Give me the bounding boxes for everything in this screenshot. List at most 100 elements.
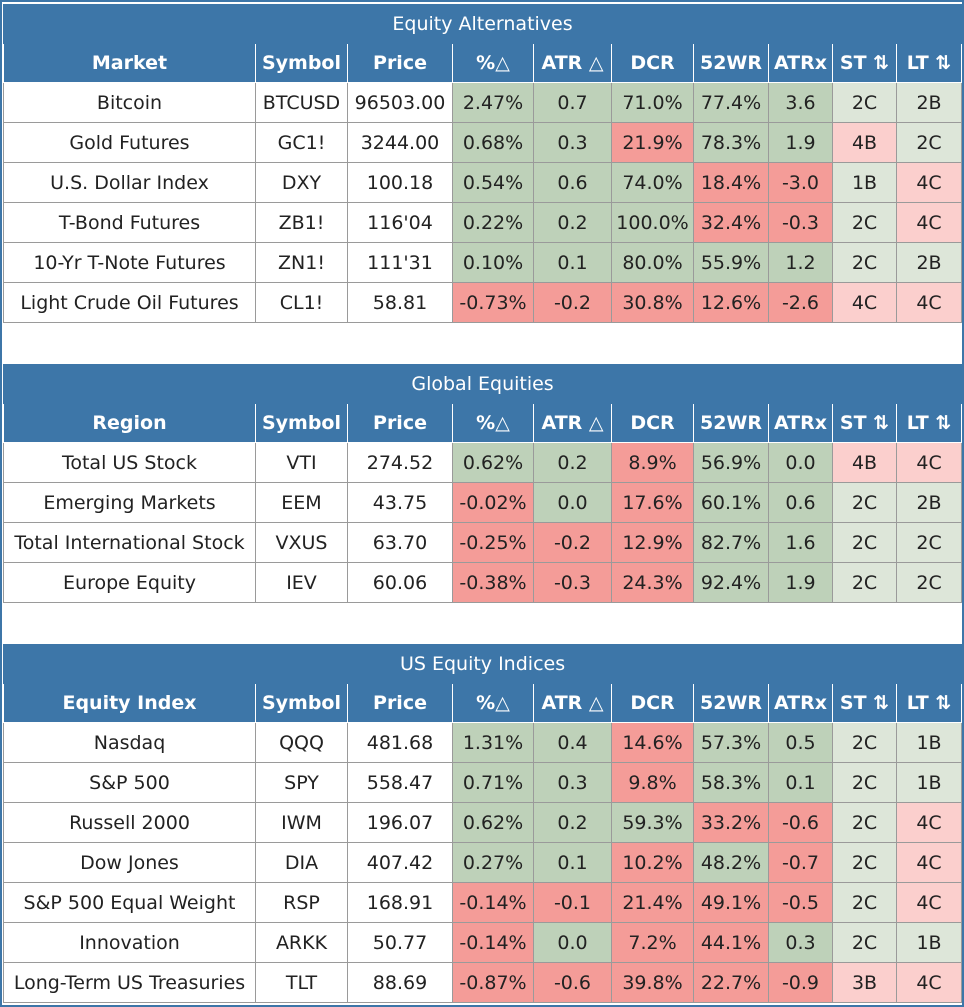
col-header[interactable]: Symbol: [255, 683, 348, 723]
table-row[interactable]: Dow Jones DIA 407.42 0.27% 0.1 10.2% 48.…: [3, 842, 963, 883]
col-header[interactable]: ATR △: [533, 43, 612, 83]
atrx-cell: 1.9: [768, 122, 833, 163]
table-row[interactable]: S&P 500 Equal Weight RSP 168.91 -0.14% -…: [3, 882, 963, 923]
col-header[interactable]: ATRx: [768, 43, 833, 83]
col-header[interactable]: 52WR: [693, 403, 769, 443]
lt-trend-cell: 4C: [895, 442, 963, 483]
price-cell: 58.81: [347, 282, 453, 323]
table-row[interactable]: U.S. Dollar Index DXY 100.18 0.54% 0.6 7…: [3, 162, 963, 203]
pct-change-cell: 0.68%: [452, 122, 534, 163]
52wr-cell: 77.4%: [693, 82, 769, 123]
col-header[interactable]: 52WR: [693, 683, 769, 723]
col-header[interactable]: DCR: [611, 683, 694, 723]
atrx-cell: -2.6: [768, 282, 833, 323]
symbol-cell: DIA: [255, 842, 348, 883]
lt-trend-cell: 4C: [895, 882, 963, 923]
col-header[interactable]: Price: [347, 403, 453, 443]
atrx-cell: -0.7: [768, 842, 833, 883]
dcr-cell: 80.0%: [611, 242, 694, 283]
col-header[interactable]: DCR: [611, 403, 694, 443]
dcr-cell: 7.2%: [611, 922, 694, 963]
atrx-cell: 0.0: [768, 442, 833, 483]
table-row[interactable]: 10-Yr T-Note Futures ZN1! 111'31 0.10% 0…: [3, 242, 963, 283]
equity-alternatives-table: Equity Alternatives Market Symbol Price …: [2, 4, 963, 323]
dcr-cell: 30.8%: [611, 282, 694, 323]
table-row[interactable]: Total US Stock VTI 274.52 0.62% 0.2 8.9%…: [3, 442, 963, 483]
table-row[interactable]: Gold Futures GC1! 3244.00 0.68% 0.3 21.9…: [3, 122, 963, 163]
col-header[interactable]: LT ⇅: [895, 683, 963, 723]
table-row[interactable]: Total International Stock VXUS 63.70 -0.…: [3, 522, 963, 563]
col-header[interactable]: %△: [452, 43, 534, 83]
table-row[interactable]: S&P 500 SPY 558.47 0.71% 0.3 9.8% 58.3% …: [3, 762, 963, 803]
table-row[interactable]: Russell 2000 IWM 196.07 0.62% 0.2 59.3% …: [3, 802, 963, 843]
price-cell: 100.18: [347, 162, 453, 203]
52wr-cell: 92.4%: [693, 562, 769, 603]
table-row[interactable]: Light Crude Oil Futures CL1! 58.81 -0.73…: [3, 282, 963, 323]
st-trend-cell: 2C: [832, 842, 897, 883]
52wr-cell: 48.2%: [693, 842, 769, 883]
price-cell: 63.70: [347, 522, 453, 563]
dcr-cell: 39.8%: [611, 962, 694, 1003]
table-row[interactable]: Bitcoin BTCUSD 96503.00 2.47% 0.7 71.0% …: [3, 82, 963, 123]
col-header[interactable]: ST ⇅: [832, 403, 897, 443]
lt-trend-cell: 2C: [895, 122, 963, 163]
st-trend-cell: 4B: [832, 122, 897, 163]
col-header[interactable]: Price: [347, 683, 453, 723]
price-cell: 116'04: [347, 202, 453, 243]
col-header[interactable]: DCR: [611, 43, 694, 83]
region-cell: Europe Equity: [3, 562, 256, 603]
52wr-cell: 12.6%: [693, 282, 769, 323]
atrx-cell: 0.3: [768, 922, 833, 963]
table-row[interactable]: T-Bond Futures ZB1! 116'04 0.22% 0.2 100…: [3, 202, 963, 243]
col-header[interactable]: Region: [3, 403, 256, 443]
col-header[interactable]: ATR △: [533, 403, 612, 443]
col-header[interactable]: Symbol: [255, 403, 348, 443]
atrx-cell: -0.3: [768, 202, 833, 243]
table-row[interactable]: Nasdaq QQQ 481.68 1.31% 0.4 14.6% 57.3% …: [3, 722, 963, 763]
index-cell: S&P 500 Equal Weight: [3, 882, 256, 923]
pct-change-cell: -0.25%: [452, 522, 534, 563]
lt-trend-cell: 4C: [895, 162, 963, 203]
col-header[interactable]: 52WR: [693, 43, 769, 83]
col-header[interactable]: Price: [347, 43, 453, 83]
st-trend-cell: 2C: [832, 82, 897, 123]
52wr-cell: 22.7%: [693, 962, 769, 1003]
col-header[interactable]: ATRx: [768, 403, 833, 443]
market-cell: Gold Futures: [3, 122, 256, 163]
lt-trend-cell: 4C: [895, 802, 963, 843]
col-header[interactable]: LT ⇅: [895, 403, 963, 443]
col-header[interactable]: LT ⇅: [895, 43, 963, 83]
table-row[interactable]: Europe Equity IEV 60.06 -0.38% -0.3 24.3…: [3, 562, 963, 603]
col-header[interactable]: Symbol: [255, 43, 348, 83]
pct-change-cell: 1.31%: [452, 722, 534, 763]
col-header[interactable]: ATR △: [533, 683, 612, 723]
52wr-cell: 78.3%: [693, 122, 769, 163]
index-cell: Dow Jones: [3, 842, 256, 883]
table-row[interactable]: Emerging Markets EEM 43.75 -0.02% 0.0 17…: [3, 482, 963, 523]
col-header[interactable]: %△: [452, 403, 534, 443]
52wr-cell: 58.3%: [693, 762, 769, 803]
us-equity-indices-table: US Equity Indices Equity Index Symbol Pr…: [2, 644, 963, 1003]
table-row[interactable]: Long-Term US Treasuries TLT 88.69 -0.87%…: [3, 962, 963, 1003]
header-row: Market Symbol Price %△ ATR △ DCR 52WR AT…: [3, 43, 963, 83]
col-header[interactable]: ST ⇅: [832, 683, 897, 723]
dcr-cell: 21.4%: [611, 882, 694, 923]
index-cell: Innovation: [3, 922, 256, 963]
52wr-cell: 82.7%: [693, 522, 769, 563]
table-row[interactable]: Innovation ARKK 50.77 -0.14% 0.0 7.2% 44…: [3, 922, 963, 963]
price-cell: 43.75: [347, 482, 453, 523]
52wr-cell: 32.4%: [693, 202, 769, 243]
st-trend-cell: 2C: [832, 762, 897, 803]
atr-change-cell: -0.3: [533, 562, 612, 603]
dcr-cell: 10.2%: [611, 842, 694, 883]
col-header[interactable]: ATRx: [768, 683, 833, 723]
atr-change-cell: -0.6: [533, 962, 612, 1003]
st-trend-cell: 1B: [832, 162, 897, 203]
col-header[interactable]: %△: [452, 683, 534, 723]
col-header[interactable]: Equity Index: [3, 683, 256, 723]
52wr-cell: 49.1%: [693, 882, 769, 923]
atr-change-cell: 0.1: [533, 242, 612, 283]
atrx-cell: -0.5: [768, 882, 833, 923]
col-header[interactable]: ST ⇅: [832, 43, 897, 83]
col-header[interactable]: Market: [3, 43, 256, 83]
